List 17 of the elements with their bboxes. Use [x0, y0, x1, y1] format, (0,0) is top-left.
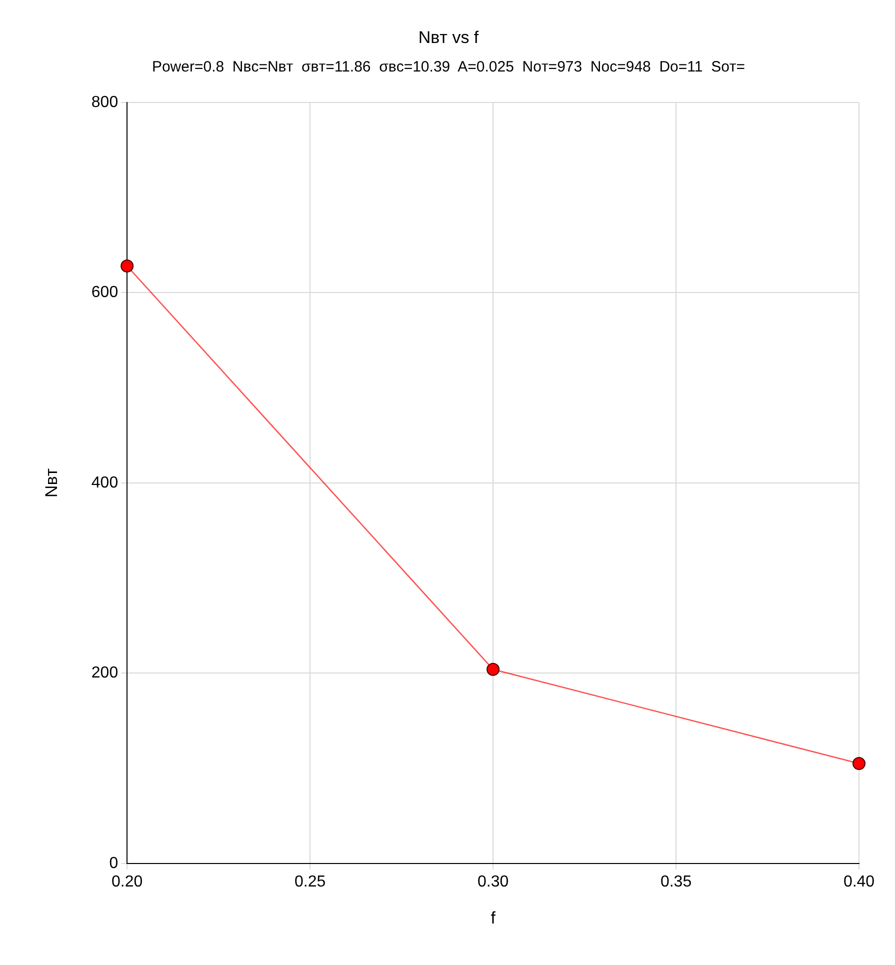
x-tick-label: 0.20	[112, 873, 143, 890]
y-tick-label: 600	[91, 284, 118, 302]
x-tick-label: 0.40	[843, 873, 875, 890]
chart-subtitle: Power=0.8 Nʙᴄ=Nʙᴛ σʙᴛ=11.86 σʙᴄ=10.39 A=0.025 Nᴏᴛ=973 Nᴏᴄ=948 Dᴏ=11 Sᴏᴛ=	[152, 58, 746, 76]
x-tick-label: 0.30	[477, 873, 509, 890]
x-tick-label: 0.35	[660, 873, 692, 890]
x-tick-label: 0.25	[294, 873, 326, 890]
point	[120, 260, 134, 273]
y-tick-label: 800	[91, 94, 118, 111]
point	[486, 662, 500, 676]
x-axis-title: f	[490, 908, 496, 928]
y-tick-label: 400	[91, 474, 118, 492]
y-tick-label: 0	[109, 854, 118, 872]
chart-title: Nʙᴛ vs f	[418, 28, 479, 47]
y-axis-title: Nʙᴛ	[42, 468, 61, 498]
point	[852, 757, 866, 770]
y-tick-label: 200	[91, 664, 118, 682]
